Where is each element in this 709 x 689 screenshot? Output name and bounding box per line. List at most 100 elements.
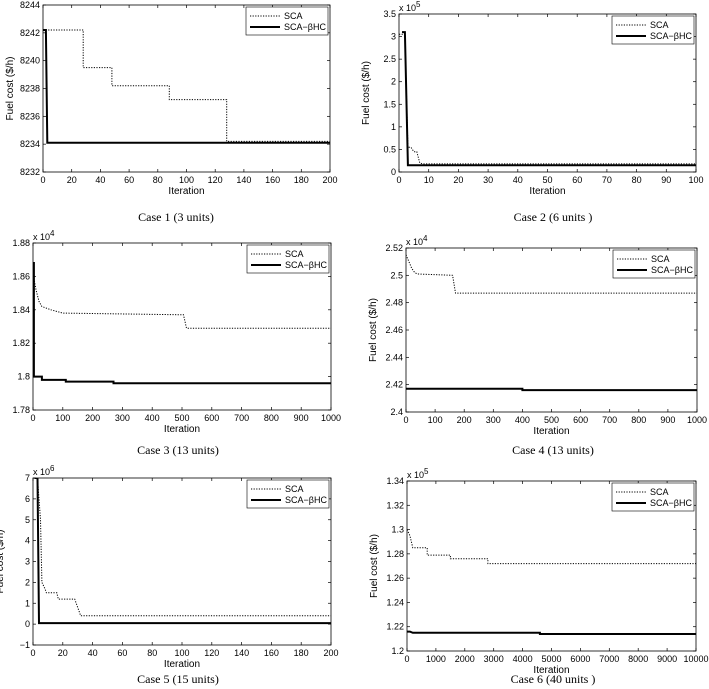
x-tick-label: 160 <box>264 648 279 658</box>
x-axis-label: Iteration <box>168 186 204 197</box>
x-tick-label: 800 <box>264 413 279 423</box>
chart-panel-1: 0 20 40 60 80 100 120 140 160 180 200 8232 8234 8236 8… <box>5 0 338 224</box>
legend-label-sca: SCA <box>650 487 669 497</box>
legend-label-sca: SCA <box>285 249 304 259</box>
x-tick-label: 700 <box>234 413 249 423</box>
series-line-sca-bhc <box>406 387 697 392</box>
legend-label-sca-bhc: SCA−βHC <box>285 495 327 505</box>
x-tick-label: 80 <box>153 175 163 185</box>
x-tick-label: 120 <box>204 648 219 658</box>
y-axis-label: Fuel cost ($/h) <box>368 298 379 362</box>
x-axis-label: Iteration <box>164 659 200 670</box>
y-tick-label: 6 <box>25 494 30 504</box>
y-axis-exponent: x 105 <box>399 0 421 13</box>
y-tick-label: 1.84 <box>12 305 30 315</box>
x-tick-label: 500 <box>174 413 189 423</box>
x-tick-label: 400 <box>515 415 530 425</box>
legend-label-sca-bhc: SCA−βHC <box>284 22 326 32</box>
y-tick-label: 8232 <box>20 167 40 177</box>
x-tick-label: 20 <box>58 648 68 658</box>
x-tick-label: 20 <box>453 175 463 185</box>
x-tick-label: 0 <box>40 175 45 185</box>
x-tick-label: 2000 <box>455 654 475 664</box>
x-tick-label: 3000 <box>484 654 504 664</box>
x-tick-label: 30 <box>483 175 493 185</box>
y-tick-label: 1.78 <box>12 405 30 415</box>
x-tick-label: 1000 <box>687 415 707 425</box>
y-tick-label: 1.32 <box>386 500 404 510</box>
chart-panel-3: 0 100 200 300 400 500 600 700 800 900 1000 1.78 1.8 1… <box>12 229 341 457</box>
x-tick-label: 300 <box>115 413 130 423</box>
x-tick-label: 800 <box>631 415 646 425</box>
x-tick-label: 500 <box>544 415 559 425</box>
y-tick-label: 1.82 <box>12 338 30 348</box>
x-tick-label: 160 <box>265 175 280 185</box>
y-tick-label: 0 <box>25 619 30 629</box>
x-tick-label: 1000 <box>321 413 341 423</box>
y-tick-label: 2.48 <box>385 298 403 308</box>
x-tick-label: 0 <box>30 648 35 658</box>
y-tick-label: 2.46 <box>385 325 403 335</box>
legend-label-sca: SCA <box>284 11 303 21</box>
x-tick-label: 6000 <box>570 654 590 664</box>
legend-label-sca-bhc: SCA−βHC <box>650 31 692 41</box>
x-tick-label: 7000 <box>599 654 619 664</box>
y-tick-label: 2.42 <box>385 380 403 390</box>
panel-caption: Case 4 (13 units) <box>512 443 594 457</box>
panel-caption: Case 1 (3 units) <box>138 210 214 224</box>
x-tick-label: 80 <box>632 175 642 185</box>
x-tick-label: 70 <box>602 175 612 185</box>
x-tick-label: 300 <box>486 415 501 425</box>
x-tick-label: 20 <box>67 175 77 185</box>
x-tick-label: 100 <box>688 175 703 185</box>
y-tick-label: 2.5 <box>383 54 396 64</box>
series-line-sca-bhc <box>402 31 696 167</box>
y-tick-label: 0 <box>391 167 396 177</box>
y-tick-label: 2.44 <box>385 352 403 362</box>
y-axis-label: Fuel cost ($/h) <box>369 534 380 598</box>
series-line-sca <box>43 29 330 142</box>
y-tick-label: 1.8 <box>17 372 30 382</box>
legend-label-sca-bhc: SCA−βHC <box>651 265 693 275</box>
chart-panel-2: 0 10 20 30 40 50 60 70 80 90 100 0 0.5 1 1.5 2 2.5 3 3.5x … <box>361 0 704 224</box>
chart-panel-6: 0 1000 2000 3000 4000 5000 6000 7000 8000 9000 100… <box>369 467 709 686</box>
x-tick-label: 0 <box>30 413 35 423</box>
x-tick-label: 200 <box>457 415 472 425</box>
x-tick-label: 10000 <box>683 654 708 664</box>
y-tick-label: 1.88 <box>12 238 30 248</box>
x-tick-label: 600 <box>573 415 588 425</box>
x-tick-label: 180 <box>294 648 309 658</box>
y-tick-label: 3 <box>25 557 30 567</box>
x-tick-label: 50 <box>542 175 552 185</box>
y-tick-label: 1.86 <box>12 271 30 281</box>
y-tick-label: 8244 <box>20 0 40 10</box>
y-tick-label: 4 <box>25 536 30 546</box>
panel-caption: Case 6 (40 units ) <box>511 672 596 686</box>
x-tick-label: 100 <box>174 648 189 658</box>
y-tick-label: 2.4 <box>390 407 403 417</box>
x-tick-label: 100 <box>428 415 443 425</box>
x-tick-label: 200 <box>322 175 337 185</box>
series-line-sca <box>407 529 696 565</box>
series-line-sca <box>33 273 331 329</box>
y-tick-label: 8242 <box>20 28 40 38</box>
chart-panel-4: 0 100 200 300 400 500 600 700 800 900 1000 2.4 2.42 2… <box>368 234 707 457</box>
x-tick-label: 90 <box>661 175 671 185</box>
x-tick-label: 120 <box>208 175 223 185</box>
x-tick-label: 60 <box>117 648 127 658</box>
y-axis-label: Fuel cost ($/h) <box>361 61 372 125</box>
y-tick-label: 2.5 <box>390 270 403 280</box>
y-axis-exponent: x 104 <box>406 234 428 247</box>
x-axis-label: Iteration <box>533 665 569 676</box>
x-tick-label: 100 <box>55 413 70 423</box>
x-tick-label: 1000 <box>426 654 446 664</box>
y-tick-label: 0.5 <box>383 144 396 154</box>
y-tick-label: 8236 <box>20 111 40 121</box>
x-tick-label: 140 <box>236 175 251 185</box>
x-tick-label: 0 <box>404 654 409 664</box>
x-axis-label: Iteration <box>164 424 200 435</box>
legend-label-sca: SCA <box>651 254 670 264</box>
